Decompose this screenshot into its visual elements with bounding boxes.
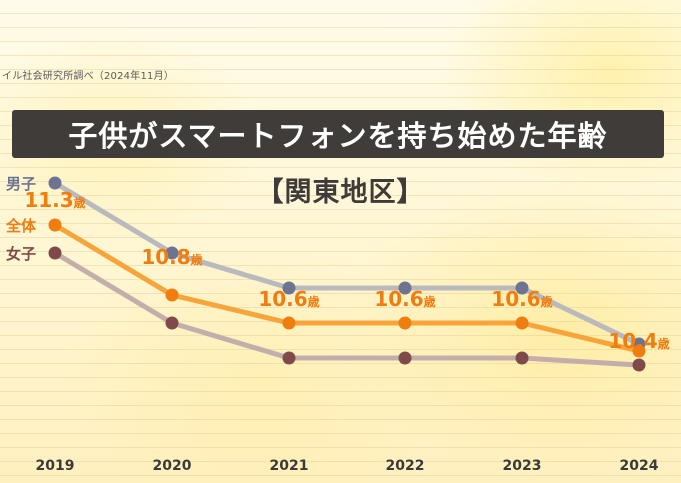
data-point (398, 316, 412, 330)
x-tick-label: 2019 (36, 458, 75, 474)
data-point (282, 351, 296, 365)
data-label: 10.8歳 (141, 245, 202, 269)
chart-title: 子供がスマートフォンを持ち始めた年齢 (68, 119, 608, 153)
source-note: イル社会研究所調べ（2024年11月） (2, 71, 174, 82)
x-tick-label: 2024 (620, 458, 659, 474)
series-line-1 (52, 222, 642, 354)
data-point (165, 246, 179, 260)
x-tick-label: 2023 (503, 458, 542, 474)
x-tick-label: 2022 (386, 458, 425, 474)
data-point (165, 288, 179, 302)
series-label: 女子 (6, 245, 36, 263)
data-point (632, 358, 646, 372)
data-point (515, 316, 529, 330)
series-line-0 (52, 180, 642, 347)
series-label: 男子 (6, 175, 36, 193)
data-label: 10.6歳 (258, 287, 319, 311)
data-point (282, 316, 296, 330)
data-point (398, 351, 412, 365)
data-point (48, 218, 62, 232)
data-point (48, 176, 62, 190)
data-point (165, 316, 179, 330)
series-label: 全体 (5, 217, 37, 235)
data-point (515, 281, 529, 295)
data-label: 11.3歳 (24, 188, 85, 212)
chart-subtitle: 【関東地区】 (256, 177, 425, 208)
series-line-2 (52, 250, 642, 368)
data-point (632, 344, 646, 358)
data-label: 10.4歳 (608, 329, 669, 353)
data-point (282, 281, 296, 295)
x-tick-label: 2021 (270, 458, 309, 474)
data-point (48, 246, 62, 260)
data-point (515, 351, 529, 365)
data-point (398, 281, 412, 295)
data-label: 10.6歳 (491, 287, 552, 311)
data-label: 10.6歳 (374, 287, 435, 311)
title-banner: 子供がスマートフォンを持ち始めた年齢 (12, 110, 664, 158)
x-tick-label: 2020 (153, 458, 192, 474)
